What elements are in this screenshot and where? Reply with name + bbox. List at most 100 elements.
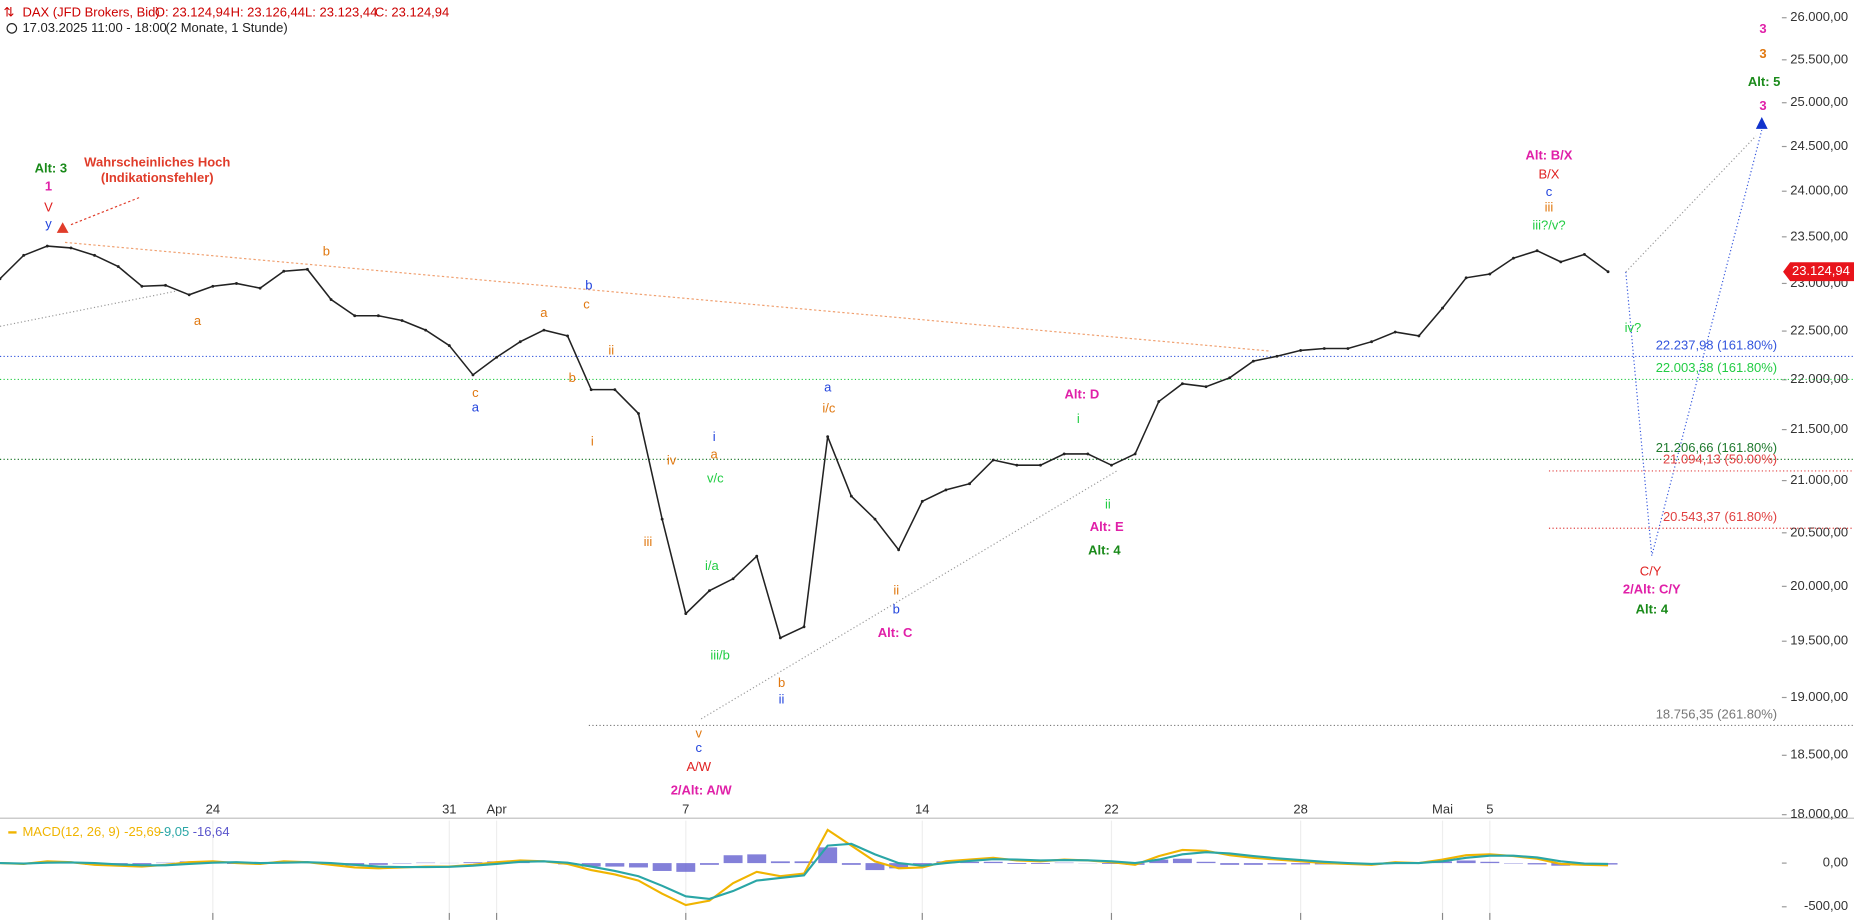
- price-point: [920, 499, 924, 503]
- target-arrow: [1755, 117, 1768, 129]
- price-point: [566, 334, 569, 338]
- wave-label: c: [1546, 184, 1553, 199]
- wave-label: a: [194, 313, 202, 328]
- histogram-bar: [983, 861, 1003, 864]
- y-tick-label: 24.500,00: [1790, 138, 1848, 153]
- wave-label: 3: [1759, 21, 1766, 36]
- y-tick-label: 21.500,00: [1790, 421, 1848, 436]
- wave-label: b: [893, 602, 900, 617]
- price-tag-label: 23.124,94: [1792, 263, 1850, 278]
- price-point: [376, 314, 380, 318]
- price-point: [140, 284, 144, 288]
- wave-label: i/a: [705, 558, 720, 573]
- price-point: [1251, 359, 1255, 363]
- wave-label: 3: [1759, 46, 1766, 61]
- histogram-bar: [1456, 860, 1476, 864]
- histogram-bar: [1149, 859, 1169, 864]
- y-tick-label: 18.000,00: [1790, 806, 1848, 821]
- clock-icon: [6, 23, 18, 34]
- x-tick-label: 7: [682, 801, 689, 816]
- price-point: [637, 412, 640, 415]
- price-point: [802, 625, 806, 629]
- histogram-bar: [747, 854, 767, 864]
- histogram-bar: [865, 863, 885, 871]
- histogram-bar: [1267, 863, 1287, 865]
- price-point: [1346, 347, 1350, 350]
- y-tick-label: 25.000,00: [1790, 94, 1848, 109]
- price-point: [1110, 463, 1113, 467]
- level-label: 18.756,35 (261.80%): [1656, 706, 1777, 721]
- price-point: [755, 554, 759, 558]
- level-label: 22.003,38 (161.80%): [1656, 360, 1777, 375]
- y-tick-label: 19.500,00: [1790, 633, 1848, 648]
- wave-label: a: [711, 447, 719, 462]
- x-tick-label: 14: [915, 801, 929, 816]
- ohlc: L: 23.123,44: [305, 4, 377, 19]
- level-label: 21.094,13 (50.00%): [1663, 452, 1777, 467]
- wave-label: c: [583, 296, 590, 311]
- wave-label: Alt: 3: [35, 161, 68, 176]
- price-point: [684, 612, 688, 616]
- price-point: [778, 636, 782, 640]
- price-point: [1606, 270, 1610, 274]
- histogram-bar: [581, 863, 601, 867]
- price-point: [282, 269, 286, 273]
- x-tick-label: 31: [442, 801, 456, 816]
- price-point: [1086, 452, 1090, 456]
- price-point: [447, 344, 451, 347]
- ohlc: O: 23.124,94: [155, 4, 230, 19]
- price-point: [1393, 330, 1397, 334]
- y-tick-label: 22.500,00: [1790, 323, 1848, 338]
- price-point: [968, 482, 971, 486]
- wave-label: Alt: E: [1090, 519, 1124, 534]
- histogram-bar: [1172, 858, 1192, 864]
- price-point: [849, 494, 853, 498]
- y-tick-label: 20.500,00: [1790, 524, 1848, 539]
- price-point: [22, 253, 26, 257]
- wave-label: ii: [893, 583, 899, 598]
- price-point: [258, 286, 262, 290]
- histogram-bar: [723, 855, 743, 864]
- histogram-bar: [629, 863, 648, 868]
- wave-label: Wahrscheinliches Hoch: [84, 155, 230, 170]
- projection-line: [1625, 135, 1757, 273]
- brand-icon: ⇅: [4, 4, 15, 19]
- price-point: [1512, 256, 1515, 260]
- price-point: [1488, 272, 1492, 276]
- wave-label: a: [824, 379, 832, 394]
- price-point: [873, 517, 877, 521]
- price-point: [69, 246, 73, 250]
- wave-label: iii/b: [710, 648, 730, 663]
- price-point: [1559, 260, 1563, 264]
- period: 17.03.2025 11:00 - 18:00: [22, 20, 166, 35]
- price-point: [991, 458, 995, 462]
- trend-line: [64, 241, 1272, 352]
- price-point: [1180, 382, 1184, 386]
- histogram-bar: [770, 861, 790, 864]
- price-point: [1039, 463, 1042, 467]
- price-point: [306, 267, 309, 271]
- price-point: [211, 284, 215, 288]
- x-tick-label: 28: [1293, 801, 1307, 816]
- histogram-bar: [1007, 863, 1027, 864]
- price-point: [589, 388, 593, 392]
- legend-swatch: [8, 831, 17, 834]
- price-point: [235, 282, 238, 285]
- price-point: [1582, 253, 1586, 256]
- wave-label: ii: [608, 343, 614, 358]
- y-tick-label: -500,00: [1804, 898, 1848, 913]
- histogram-bar: [841, 863, 861, 865]
- wave-label: Alt: 5: [1748, 74, 1781, 89]
- wave-label: Alt: C: [878, 625, 913, 640]
- wave-label: Alt: D: [1065, 386, 1100, 401]
- wave-label: Alt: 4: [1636, 602, 1669, 617]
- price-point: [187, 293, 191, 297]
- price-point: [1204, 385, 1208, 389]
- price-point: [1417, 334, 1421, 338]
- y-tick-label: 22.000,00: [1790, 371, 1848, 386]
- wave-label: Alt: 4: [1088, 542, 1121, 557]
- y-tick-label: 0,00: [1823, 855, 1848, 870]
- price-point: [1275, 354, 1279, 358]
- macd-value: -16,64: [193, 824, 230, 839]
